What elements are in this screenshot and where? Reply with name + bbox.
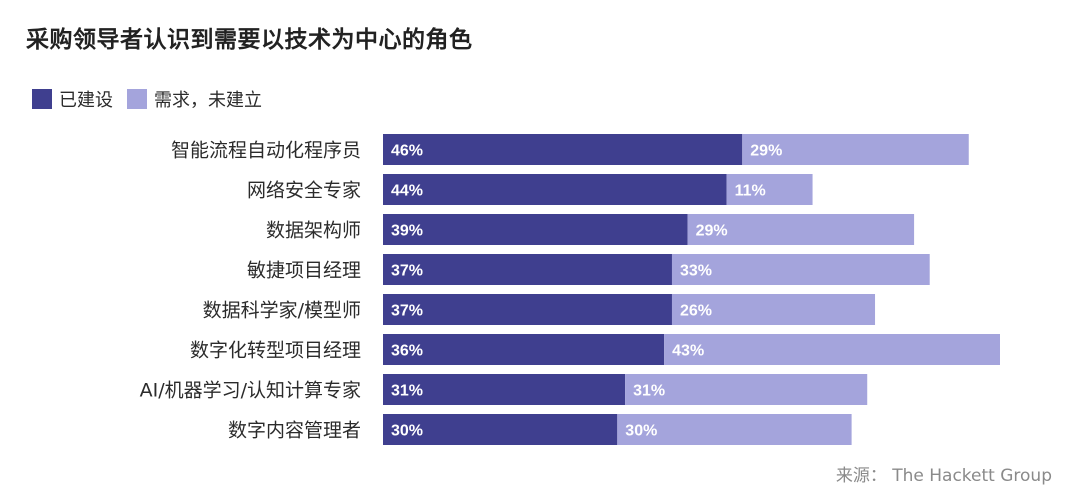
category-label: 数字化转型项目经理	[190, 340, 361, 362]
bar-built	[383, 134, 743, 165]
data-label-needed: 26%	[680, 303, 712, 320]
bar-built	[383, 294, 672, 325]
data-label-built: 30%	[391, 423, 423, 440]
source-note: 来源： The Hackett Group	[835, 466, 1052, 486]
bar-built	[383, 214, 688, 245]
category-label: 网络安全专家	[247, 180, 361, 202]
bar-built	[383, 414, 618, 445]
data-label-needed: 33%	[680, 263, 712, 280]
bar-needed	[687, 214, 915, 245]
bar-built	[383, 334, 665, 365]
bar-needed	[671, 294, 876, 325]
data-label-built: 46%	[391, 143, 423, 160]
data-label-needed: 29%	[696, 223, 728, 240]
data-label-needed: 11%	[735, 183, 766, 200]
legend-swatch-needed	[127, 89, 147, 109]
legend-item-built: 已建设	[32, 86, 113, 112]
data-label-needed: 30%	[625, 423, 657, 440]
category-label: AI/机器学习/认知计算专家	[140, 380, 361, 402]
bar-built	[383, 254, 672, 285]
bar-needed	[664, 334, 1000, 365]
bar-needed	[726, 174, 813, 205]
category-label: 数据科学家/模型师	[203, 300, 361, 322]
data-label-built: 36%	[391, 343, 423, 360]
legend-label-needed: 需求，未建立	[154, 90, 262, 111]
chart-legend: 已建设 需求，未建立	[32, 86, 276, 112]
bar-built	[383, 374, 626, 405]
legend-label-built: 已建设	[59, 90, 113, 111]
bar-needed	[671, 254, 930, 285]
bar-needed	[625, 374, 868, 405]
data-label-built: 44%	[391, 183, 423, 200]
chart-title: 采购领导者认识到需要以技术为中心的角色	[26, 27, 473, 53]
data-label-needed: 43%	[672, 343, 704, 360]
bar-built	[383, 174, 727, 205]
data-label-needed: 31%	[633, 383, 665, 400]
category-label: 数据架构师	[266, 220, 361, 242]
bar-needed	[617, 414, 852, 445]
data-label-built: 31%	[391, 383, 423, 400]
category-label: 数字内容管理者	[228, 420, 361, 442]
data-label-built: 39%	[391, 223, 423, 240]
legend-item-needed: 需求，未建立	[127, 86, 262, 112]
bar-needed	[742, 134, 969, 165]
data-label-needed: 29%	[750, 143, 782, 160]
category-label: 敏捷项目经理	[247, 260, 361, 282]
category-label: 智能流程自动化程序员	[171, 140, 361, 162]
legend-swatch-built	[32, 89, 52, 109]
data-label-built: 37%	[391, 303, 423, 320]
data-label-built: 37%	[391, 263, 423, 280]
